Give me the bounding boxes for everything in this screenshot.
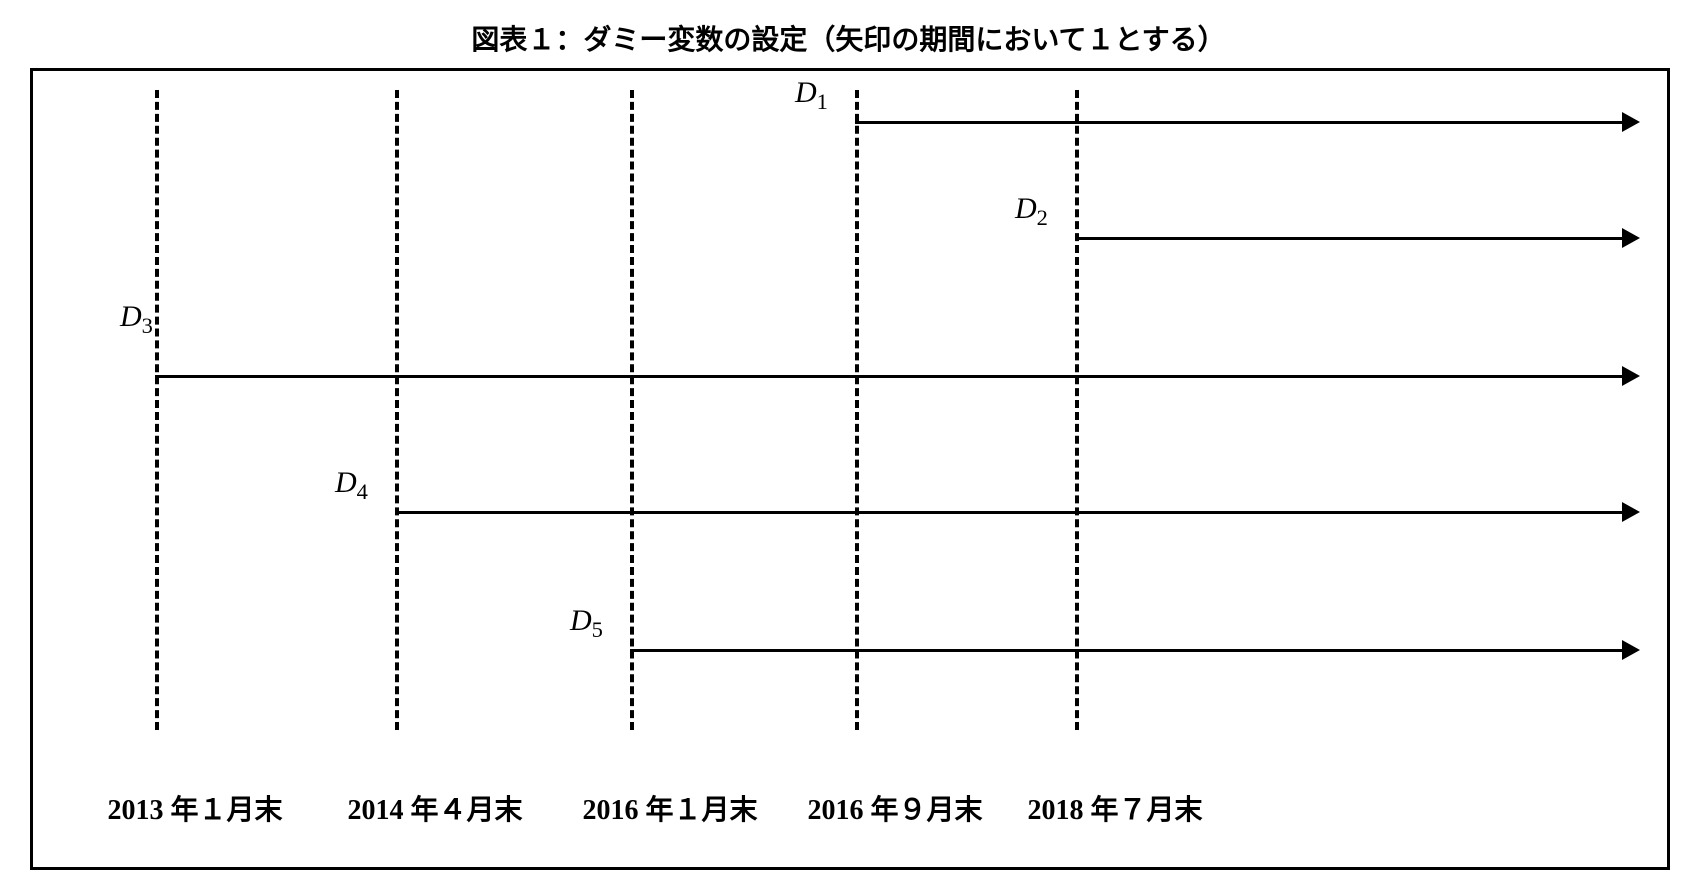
diagram-page: 図表１：ダミー変数の設定（矢印の期間において１とする） D1 D2 D3 D4 … (0, 0, 1697, 891)
label-D1: D1 (795, 76, 828, 115)
xtick-2016-09: 2016 年９月末 (807, 788, 982, 828)
vline-2016-01 (630, 90, 634, 730)
arrow-D5 (630, 649, 1622, 652)
arrow-D4 (395, 511, 1622, 514)
label-D4: D4 (335, 466, 368, 505)
xtick-2018-07: 2018 年７月末 (1027, 788, 1202, 828)
label-D2: D2 (1015, 192, 1048, 231)
vline-2013-01 (155, 90, 159, 730)
figure-title: 図表１：ダミー変数の設定（矢印の期間において１とする） (0, 18, 1697, 58)
arrow-D3 (155, 375, 1622, 378)
label-D5: D5 (570, 604, 603, 643)
label-D3: D3 (120, 300, 153, 339)
arrow-D1 (855, 121, 1622, 124)
plot-frame (30, 68, 1670, 870)
xtick-2016-01: 2016 年１月末 (582, 788, 757, 828)
vline-2014-04 (395, 90, 399, 730)
vline-2016-09 (855, 90, 859, 730)
vline-2018-07 (1075, 90, 1079, 730)
xtick-2013-01: 2013 年１月末 (107, 788, 282, 828)
arrow-D2 (1075, 237, 1622, 240)
xtick-2014-04: 2014 年４月末 (347, 788, 522, 828)
